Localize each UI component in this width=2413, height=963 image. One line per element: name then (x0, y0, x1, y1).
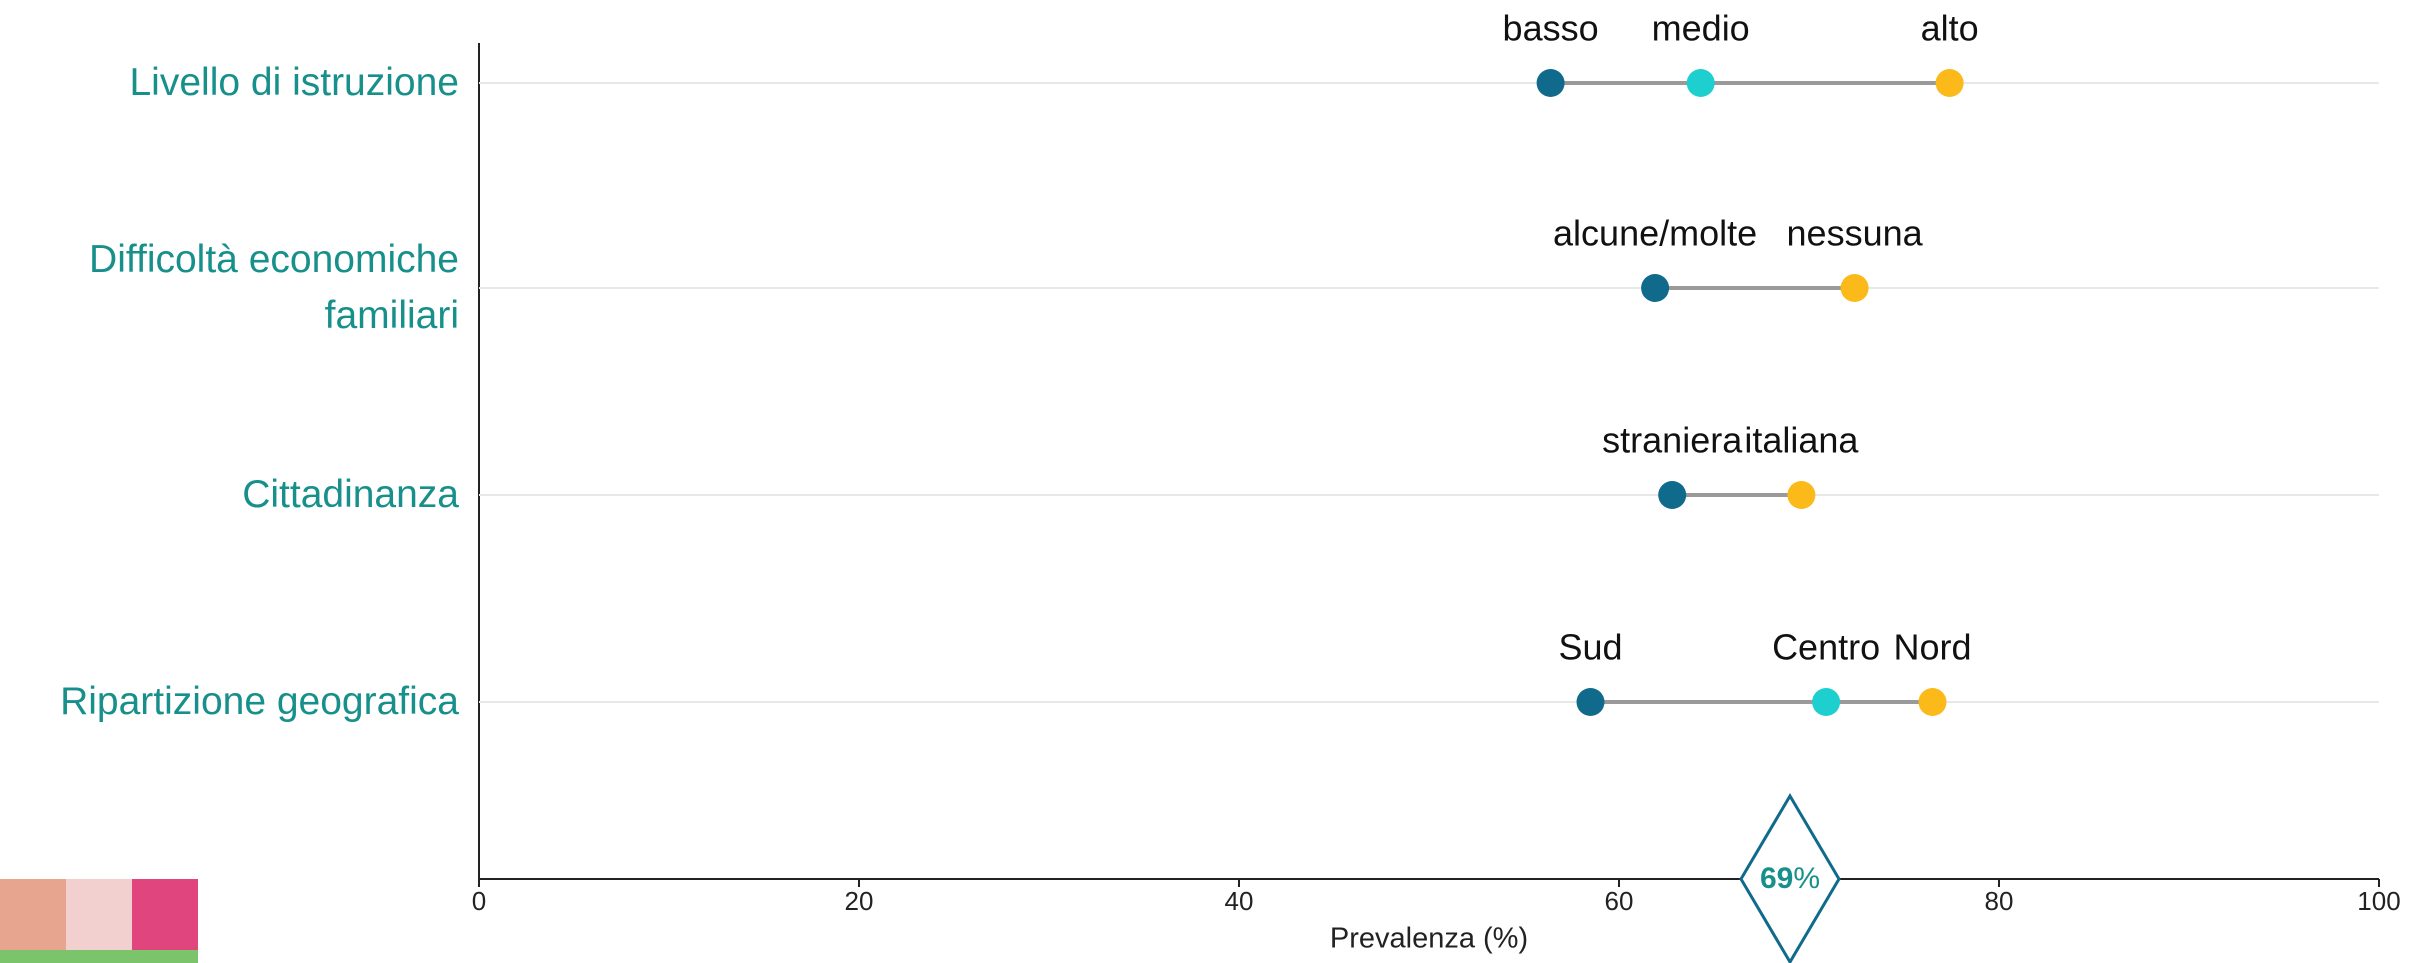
point (1576, 688, 1605, 716)
reference-label: 69% (1760, 862, 1820, 895)
category-label: Livello di istruzione (129, 61, 459, 104)
point-label: alcune/molte (1553, 213, 1757, 254)
point (1536, 69, 1565, 97)
point (1641, 274, 1670, 302)
point-label: Sud (1558, 627, 1622, 668)
x-tick-label: 100 (2357, 886, 2400, 916)
thumbnail (0, 879, 66, 963)
reference-unit: % (1793, 862, 1820, 895)
x-axis-title: Prevalenza (%) (1330, 923, 1528, 955)
x-tick-label: 20 (845, 886, 874, 916)
category-label: Cittadinanza (242, 473, 459, 516)
point (1686, 69, 1715, 97)
point-label: basso (1503, 8, 1599, 49)
category-label: Ripartizione geografica (60, 680, 459, 723)
x-tick-label: 80 (1985, 886, 2014, 916)
x-tick-label: 60 (1605, 886, 1634, 916)
category-label: Difficoltà economiche familiari (89, 238, 459, 337)
point (1935, 69, 1964, 97)
reference-value: 69 (1760, 862, 1793, 895)
point (1787, 481, 1816, 509)
x-tick-label: 0 (472, 886, 486, 916)
point-label: Nord (1893, 627, 1971, 668)
point (1918, 688, 1947, 716)
x-tick-label: 40 (1225, 886, 1254, 916)
point-label: straniera (1602, 420, 1743, 461)
point (1658, 481, 1687, 509)
point (1812, 688, 1841, 716)
point-label: medio (1652, 8, 1750, 49)
reference-marker (1739, 793, 1841, 963)
point-label: italiana (1744, 420, 1859, 461)
point-label: nessuna (1787, 213, 1924, 254)
point-label: alto (1921, 8, 1979, 49)
point-label: Centro (1772, 627, 1880, 668)
point (1840, 274, 1869, 302)
thumbnail (66, 879, 132, 963)
thumbnail (0, 950, 198, 963)
thumbnail (132, 879, 198, 963)
